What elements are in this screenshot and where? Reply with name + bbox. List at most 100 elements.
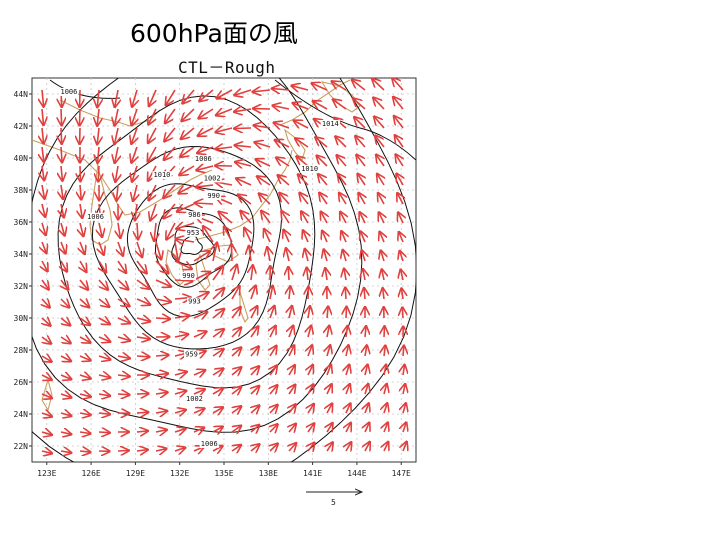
wind-vector <box>251 445 259 451</box>
wind-vector <box>42 108 44 125</box>
wind-vector <box>401 270 403 281</box>
wind-vector <box>403 404 406 414</box>
wind-vector <box>42 337 51 343</box>
lon-tick-label: 129E <box>126 469 145 478</box>
wind-vector <box>61 222 65 235</box>
wind-vector <box>155 318 170 319</box>
pressure-contour <box>32 78 363 433</box>
pressure-contour <box>32 78 416 462</box>
wind-vector <box>41 356 51 362</box>
wind-vector <box>340 212 346 224</box>
lat-tick-label: 30N <box>14 314 29 323</box>
wind-vector <box>397 174 403 186</box>
wind-vector <box>353 99 366 110</box>
wind-vector <box>317 156 328 167</box>
pressure-contour <box>274 79 416 161</box>
contour-label-bg <box>85 212 106 221</box>
wind-vector <box>155 260 168 273</box>
wind-vector <box>193 428 204 432</box>
wind-vector <box>149 108 157 124</box>
wind-vector <box>41 375 51 380</box>
wind-vector <box>241 211 252 224</box>
wind-vector <box>288 267 289 281</box>
wind-vector <box>308 346 312 357</box>
wind-vector <box>61 127 62 143</box>
contour-label: 1006 <box>201 440 218 448</box>
wind-vector <box>118 241 123 255</box>
contour-label: 1010 <box>154 171 171 179</box>
wind-vector <box>164 146 176 160</box>
contour-label: 1006 <box>87 213 104 221</box>
wind-vector <box>398 194 404 205</box>
wind-vector <box>403 346 404 357</box>
wind-vector <box>292 86 309 90</box>
wind-vector <box>374 117 385 129</box>
wind-vector <box>382 270 384 281</box>
wind-vector <box>118 222 120 238</box>
wind-vector <box>365 384 368 395</box>
wind-vector <box>155 374 168 375</box>
wind-vector <box>79 356 90 360</box>
contour-label-bg <box>185 228 201 237</box>
wind-vector <box>98 146 99 162</box>
wind-vector <box>98 394 110 396</box>
wind-vector <box>384 423 388 433</box>
wind-vector <box>115 146 118 163</box>
wind-vector <box>251 386 259 394</box>
contour-label: 1014 <box>322 120 339 128</box>
wind-vector <box>174 280 192 281</box>
wind-vector <box>373 79 385 91</box>
wind-vector <box>149 89 157 106</box>
wind-vector <box>255 142 271 147</box>
wind-vector <box>150 203 156 220</box>
pressure-contour <box>180 235 203 256</box>
wind-vector <box>212 266 223 281</box>
wind-vector <box>278 176 290 186</box>
wind-vector <box>179 184 195 193</box>
wind-vector <box>136 279 149 289</box>
wind-vector <box>327 423 332 432</box>
wind-vector <box>384 404 387 414</box>
wind-vector <box>155 280 171 286</box>
wind-vector <box>356 136 366 148</box>
wind-vector <box>166 89 176 105</box>
wind-vector <box>231 307 240 319</box>
wind-vector <box>235 90 252 95</box>
wind-vector <box>177 203 195 211</box>
pressure-contours <box>32 78 416 462</box>
wind-vector <box>115 108 118 125</box>
wind-vector <box>98 375 110 378</box>
wind-vector <box>79 299 89 307</box>
wind-vector <box>117 279 128 289</box>
wind-vector <box>137 241 142 257</box>
contour-label-bg <box>187 211 202 220</box>
wind-vector <box>272 89 290 90</box>
wind-vector <box>289 424 296 432</box>
wind-vector <box>289 346 294 357</box>
wind-vector <box>257 177 271 186</box>
wind-vector <box>270 326 275 338</box>
wind-vector <box>322 231 327 243</box>
wind-vector <box>79 394 90 397</box>
wind-vector <box>42 279 48 289</box>
wind-vector <box>99 222 102 237</box>
contour-label-bg <box>59 88 79 96</box>
wind-vector <box>117 318 130 323</box>
wind-vector <box>213 243 217 262</box>
lat-tick-label: 28N <box>14 346 29 355</box>
wind-vector <box>384 384 387 395</box>
lat-tick-label: 44N <box>14 90 29 99</box>
wind-vector <box>342 232 347 243</box>
contour-label: 986 <box>188 211 201 219</box>
contour-label: 1002 <box>204 174 221 182</box>
wind-vector <box>289 444 296 452</box>
wind-vector <box>232 265 237 281</box>
vector-scale: 5 <box>306 492 362 507</box>
wind-vector <box>327 326 329 338</box>
wind-vector <box>365 365 368 376</box>
wind-vector <box>61 241 65 253</box>
wind-vector <box>232 287 239 300</box>
wind-vector <box>167 222 176 239</box>
wind-vector <box>231 368 241 375</box>
wind-vector <box>332 82 347 91</box>
